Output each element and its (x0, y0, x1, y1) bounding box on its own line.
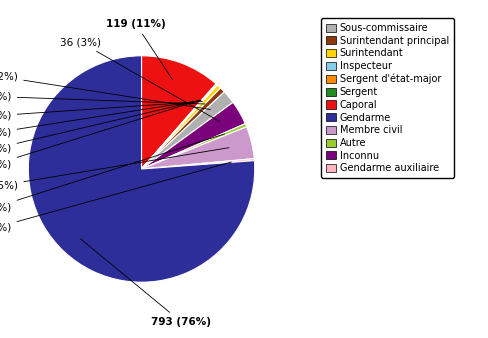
Text: 48 (5%): 48 (5%) (0, 148, 229, 191)
Wedge shape (142, 102, 245, 169)
Wedge shape (28, 56, 255, 282)
Wedge shape (142, 84, 217, 169)
Text: 793 (76%): 793 (76%) (81, 239, 211, 327)
Text: 8 (1%): 8 (1%) (0, 92, 205, 104)
Text: 1 (0%): 1 (0%) (0, 100, 200, 169)
Text: 20 (2%): 20 (2%) (0, 71, 210, 110)
Text: 5 (0%): 5 (0%) (0, 134, 224, 213)
Wedge shape (142, 127, 254, 169)
Text: 36 (3%): 36 (3%) (60, 37, 220, 121)
Text: 1 (0%): 1 (0%) (0, 100, 201, 154)
Wedge shape (142, 56, 216, 169)
Wedge shape (142, 84, 218, 169)
Wedge shape (142, 159, 254, 169)
Wedge shape (142, 124, 246, 169)
Text: 1 (0%): 1 (0%) (0, 100, 201, 138)
Wedge shape (142, 88, 224, 169)
Wedge shape (142, 92, 233, 169)
Legend: Sous-commissaire, Surintendant principal, Surintendant, Inspecteur, Sergent d'ét: Sous-commissaire, Surintendant principal… (321, 18, 454, 178)
Wedge shape (142, 84, 217, 169)
Wedge shape (142, 85, 221, 169)
Text: 119 (11%): 119 (11%) (106, 19, 173, 80)
Text: 3 (0%): 3 (0%) (0, 162, 231, 233)
Text: 6 (1%): 6 (1%) (0, 101, 203, 121)
